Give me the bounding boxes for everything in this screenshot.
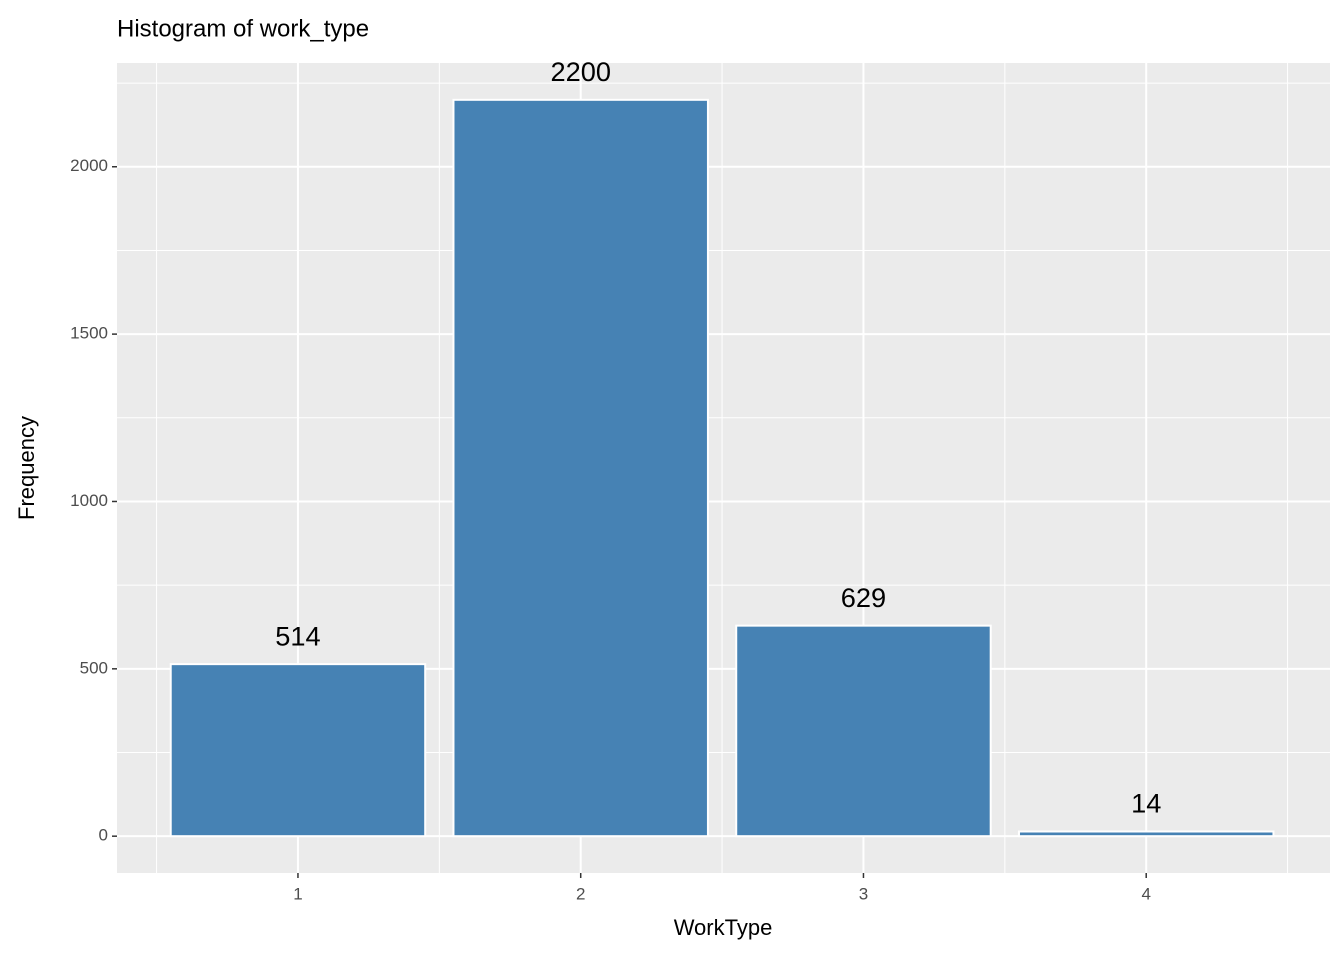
chart-title: Histogram of work_type bbox=[117, 15, 369, 42]
y-tick-label: 1000 bbox=[70, 491, 108, 510]
x-tick-label: 3 bbox=[859, 884, 868, 903]
bar bbox=[1017, 830, 1275, 838]
bar bbox=[735, 624, 992, 838]
y-tick-label: 0 bbox=[99, 826, 108, 845]
y-axis-title: Frequency bbox=[14, 416, 39, 520]
value-label: 514 bbox=[275, 620, 320, 651]
y-tick-label: 1500 bbox=[70, 324, 108, 343]
bar bbox=[169, 663, 427, 838]
y-tick-label: 500 bbox=[80, 658, 108, 677]
value-label: 2200 bbox=[550, 56, 610, 87]
x-tick-label: 2 bbox=[576, 884, 585, 903]
x-axis-title: WorkType bbox=[674, 915, 773, 940]
x-tick-label: 4 bbox=[1141, 884, 1150, 903]
y-tick-label: 2000 bbox=[70, 156, 108, 175]
bar bbox=[452, 98, 709, 838]
value-label: 14 bbox=[1131, 788, 1161, 819]
x-tick-label: 1 bbox=[293, 884, 302, 903]
value-label: 629 bbox=[841, 582, 886, 613]
